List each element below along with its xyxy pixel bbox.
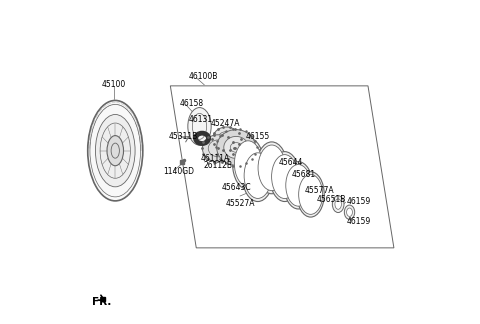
Ellipse shape: [332, 196, 344, 213]
Text: 46155: 46155: [246, 132, 270, 141]
Text: 45577A: 45577A: [304, 186, 334, 195]
Ellipse shape: [286, 165, 311, 206]
Ellipse shape: [258, 145, 286, 191]
Ellipse shape: [297, 172, 324, 217]
Ellipse shape: [203, 135, 233, 162]
Text: 45100: 45100: [101, 80, 126, 89]
Text: 45311B: 45311B: [169, 132, 198, 141]
Ellipse shape: [232, 138, 264, 190]
Ellipse shape: [335, 199, 341, 209]
Text: 46100B: 46100B: [188, 72, 217, 81]
Text: 46131: 46131: [188, 115, 212, 124]
Text: 46159: 46159: [346, 197, 371, 206]
Text: 45643C: 45643C: [221, 183, 251, 192]
Text: 46111A: 46111A: [201, 154, 230, 163]
Text: 46158: 46158: [180, 99, 204, 108]
Ellipse shape: [344, 205, 355, 219]
Text: FR.: FR.: [92, 297, 111, 307]
Text: 45527A: 45527A: [225, 199, 255, 208]
Ellipse shape: [213, 127, 240, 150]
Text: 46159: 46159: [346, 217, 371, 226]
Ellipse shape: [188, 108, 211, 145]
Text: 45681: 45681: [292, 170, 316, 179]
Text: 45651B: 45651B: [316, 195, 346, 204]
Text: 45644: 45644: [279, 158, 303, 167]
Ellipse shape: [224, 136, 249, 158]
Ellipse shape: [284, 162, 312, 209]
Ellipse shape: [88, 100, 143, 201]
Ellipse shape: [244, 153, 272, 198]
Text: 26112B: 26112B: [204, 161, 233, 170]
Ellipse shape: [107, 135, 123, 166]
Ellipse shape: [272, 155, 298, 199]
Ellipse shape: [299, 174, 323, 214]
Text: 1140GD: 1140GD: [163, 167, 194, 176]
Ellipse shape: [216, 130, 255, 165]
Ellipse shape: [96, 114, 135, 187]
Text: 45247A: 45247A: [211, 119, 240, 128]
Ellipse shape: [234, 141, 262, 186]
Ellipse shape: [347, 208, 352, 216]
Ellipse shape: [242, 150, 274, 202]
Ellipse shape: [256, 142, 288, 194]
Ellipse shape: [270, 152, 300, 202]
